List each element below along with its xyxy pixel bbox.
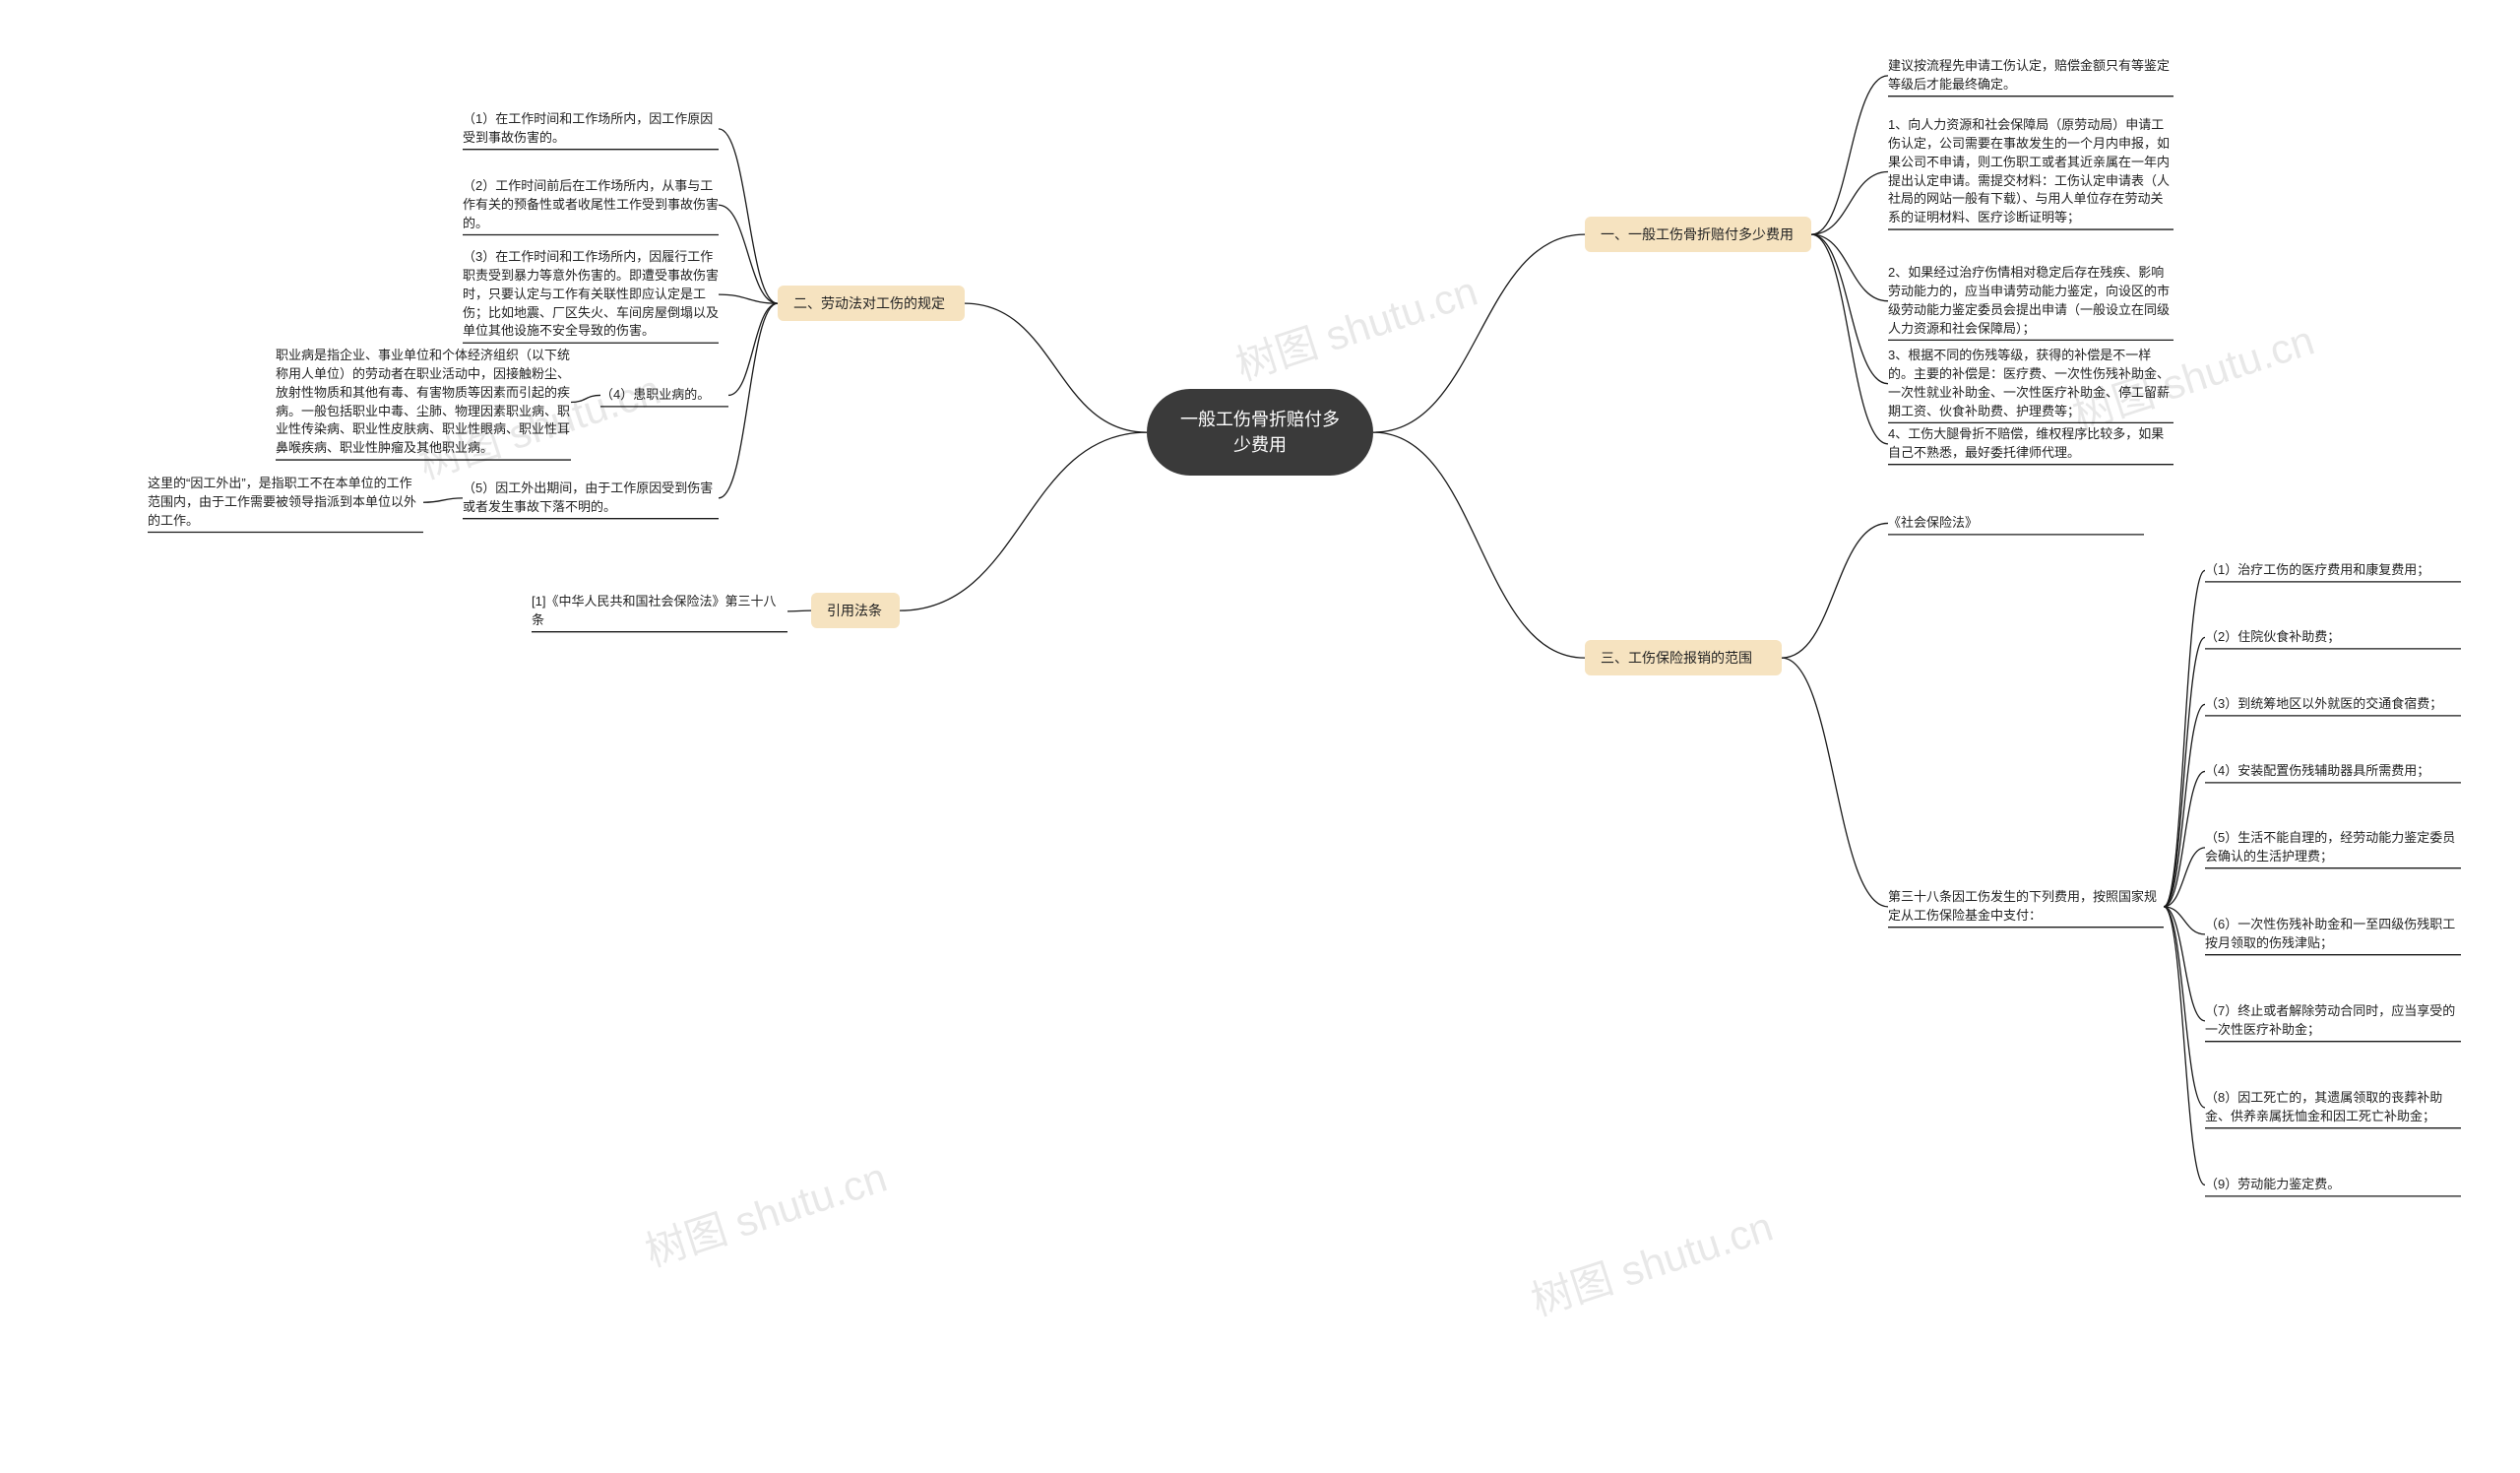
leaf-b2-5[interactable]: （5）因工外出期间，由于工作原因受到伤害或者发生事故下落不明的。	[463, 478, 719, 519]
branch-3[interactable]: 三、工伤保险报销的范围	[1585, 640, 1782, 675]
watermark: 树图 shutu.cn	[637, 1144, 894, 1279]
leaf-b2-3[interactable]: （3）在工作时间和工作场所内，因履行工作职责受到暴力等意外伤害的。即遭受事故伤害…	[463, 246, 719, 343]
leaf-b3-2-9[interactable]: （9）劳动能力鉴定费。	[2205, 1174, 2461, 1196]
root-node[interactable]: 一般工伤骨折赔付多少费用	[1147, 389, 1373, 476]
branch-4[interactable]: 引用法条	[811, 593, 900, 628]
branch-2[interactable]: 二、劳动法对工伤的规定	[778, 286, 965, 321]
leaf-b2-4-sub[interactable]: 职业病是指企业、事业单位和个体经济组织（以下统称用人单位）的劳动者在职业活动中，…	[276, 345, 571, 460]
watermark: 树图 shutu.cn	[1228, 258, 1484, 393]
leaf-b2-4[interactable]: （4）患职业病的。	[600, 384, 728, 407]
leaf-b3-2[interactable]: 第三十八条因工伤发生的下列费用，按照国家规定从工伤保险基金中支付：	[1888, 886, 2164, 928]
leaf-b2-1[interactable]: （1）在工作时间和工作场所内，因工作原因受到事故伤害的。	[463, 108, 719, 150]
leaf-b3-1[interactable]: 《社会保险法》	[1888, 512, 2144, 535]
leaf-b4-1[interactable]: [1]《中华人民共和国社会保险法》第三十八条	[532, 591, 788, 632]
leaf-b3-2-8[interactable]: （8）因工死亡的，其遗属领取的丧葬补助金、供养亲属抚恤金和因工死亡补助金；	[2205, 1087, 2461, 1128]
leaf-b3-2-3[interactable]: （3）到统筹地区以外就医的交通食宿费；	[2205, 693, 2461, 716]
leaf-b3-2-5[interactable]: （5）生活不能自理的，经劳动能力鉴定委员会确认的生活护理费；	[2205, 827, 2461, 868]
leaf-b2-5-sub[interactable]: 这里的“因工外出”，是指职工不在本单位的工作范围内，由于工作需要被领导指派到本单…	[148, 473, 423, 533]
leaf-b1-3[interactable]: 2、如果经过治疗伤情相对稳定后存在残疾、影响劳动能力的，应当申请劳动能力鉴定，向…	[1888, 262, 2174, 340]
mindmap-canvas: 树图 shutu.cn 树图 shutu.cn 树图 shutu.cn 树图 s…	[0, 0, 2520, 1473]
leaf-b3-2-6[interactable]: （6）一次性伤残补助金和一至四级伤残职工按月领取的伤残津贴；	[2205, 914, 2461, 955]
leaf-b1-5[interactable]: 4、工伤大腿骨折不赔偿，维权程序比较多，如果自己不熟悉，最好委托律师代理。	[1888, 423, 2174, 465]
leaf-b3-2-2[interactable]: （2）住院伙食补助费；	[2205, 626, 2461, 649]
leaf-b3-2-7[interactable]: （7）终止或者解除劳动合同时，应当享受的一次性医疗补助金；	[2205, 1000, 2461, 1042]
leaf-b3-2-1[interactable]: （1）治疗工伤的医疗费用和康复费用；	[2205, 559, 2461, 582]
leaf-b2-2[interactable]: （2）工作时间前后在工作场所内，从事与工作有关的预备性或者收尾性工作受到事故伤害…	[463, 175, 719, 235]
leaf-b1-4[interactable]: 3、根据不同的伤残等级，获得的补偿是不一样的。主要的补偿是：医疗费、一次性伤残补…	[1888, 345, 2174, 422]
leaf-b1-2[interactable]: 1、向人力资源和社会保障局（原劳动局）申请工伤认定，公司需要在事故发生的一个月内…	[1888, 114, 2174, 229]
leaf-b3-2-4[interactable]: （4）安装配置伤残辅助器具所需费用；	[2205, 760, 2461, 783]
branch-1[interactable]: 一、一般工伤骨折赔付多少费用	[1585, 217, 1811, 252]
watermark: 树图 shutu.cn	[1523, 1193, 1780, 1328]
leaf-b1-1[interactable]: 建议按流程先申请工伤认定，赔偿金额只有等鉴定等级后才能最终确定。	[1888, 55, 2174, 96]
